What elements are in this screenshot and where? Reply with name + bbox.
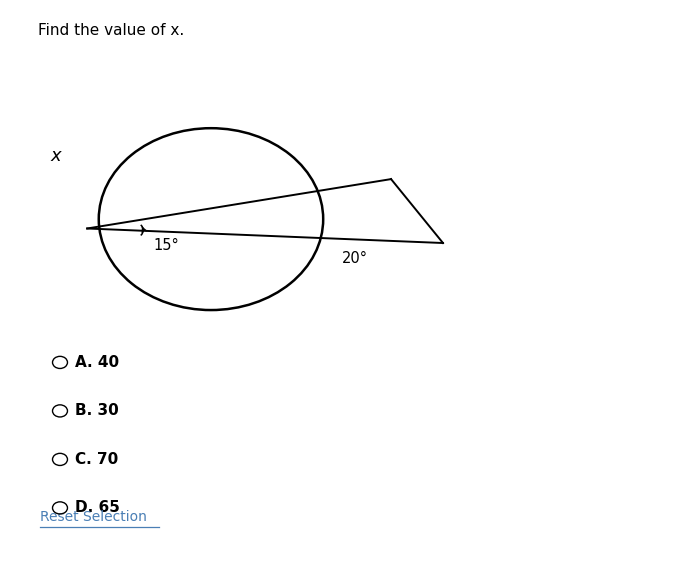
Text: C. 70: C. 70	[75, 452, 118, 467]
Text: D. 65: D. 65	[75, 501, 120, 515]
Text: x: x	[51, 147, 61, 165]
Text: 20°: 20°	[342, 251, 369, 266]
Text: A. 40: A. 40	[75, 355, 119, 370]
Text: Reset Selection: Reset Selection	[40, 510, 146, 524]
Text: 15°: 15°	[153, 238, 179, 253]
Text: B. 30: B. 30	[75, 403, 119, 419]
Text: Find the value of x.: Find the value of x.	[37, 24, 184, 38]
